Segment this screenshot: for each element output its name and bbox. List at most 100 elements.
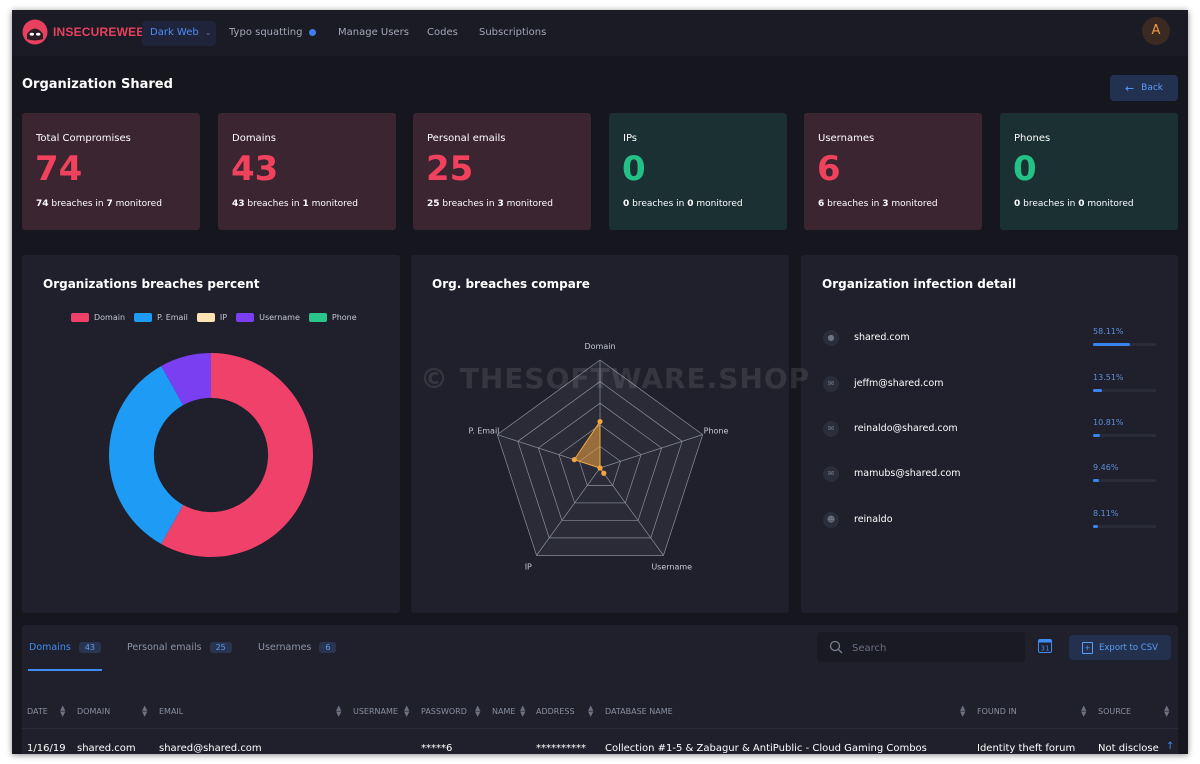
nav-manage-users[interactable]: Manage Users bbox=[338, 27, 409, 38]
back-button[interactable]: ← Back bbox=[1110, 75, 1178, 101]
stat-card-usernames[interactable]: Usernames 6 6 breaches in 3 monitored bbox=[804, 113, 982, 230]
sort-icon[interactable]: ▲ ▼ bbox=[404, 704, 410, 718]
hacker-logo-icon bbox=[22, 19, 48, 45]
infection-percent: 13.51% bbox=[1093, 373, 1124, 382]
radar-axis-label: P. Email bbox=[469, 426, 500, 435]
legend-item-domain[interactable]: Domain bbox=[71, 313, 125, 322]
stat-value: 0 bbox=[622, 149, 646, 189]
nav-codes[interactable]: Codes bbox=[427, 27, 458, 38]
stat-card-ips[interactable]: IPs 0 0 breaches in 0 monitored bbox=[609, 113, 787, 230]
stat-value: 74 bbox=[35, 149, 83, 189]
column-header-domain[interactable]: DOMAIN bbox=[77, 707, 111, 716]
tab-domains[interactable]: Domains 43 bbox=[29, 642, 102, 653]
nav-dark-web[interactable]: Dark Web ⌄ bbox=[150, 27, 212, 38]
export-csv-button[interactable]: + Export to CSV bbox=[1069, 635, 1171, 660]
infection-label: mamubs@shared.com bbox=[854, 468, 961, 479]
legend-item-phone[interactable]: Phone bbox=[308, 313, 357, 322]
stat-breaches-in-text: breaches in bbox=[827, 199, 880, 209]
donut-slice-p-email[interactable] bbox=[109, 365, 184, 545]
sort-icon[interactable]: ▲ ▼ bbox=[960, 704, 966, 718]
email-icon: ✉ bbox=[823, 376, 839, 392]
sort-icon[interactable]: ▲ ▼ bbox=[142, 704, 148, 718]
legend-label: Username bbox=[259, 313, 300, 322]
column-header-email[interactable]: EMAIL bbox=[159, 707, 184, 716]
stat-card-phones[interactable]: Phones 0 0 breaches in 0 monitored bbox=[1000, 113, 1178, 230]
nav-active-highlight bbox=[142, 21, 216, 46]
tab-label: Usernames bbox=[258, 642, 312, 653]
stat-subtext: 0 breaches in 0 monitored bbox=[623, 199, 743, 209]
legend-item-p-email[interactable]: P. Email bbox=[134, 313, 188, 322]
cell-source: Not disclose bbox=[1098, 743, 1159, 754]
stat-card-personal-emails[interactable]: Personal emails 25 25 breaches in 3 moni… bbox=[413, 113, 591, 230]
stat-monitored-text: monitored bbox=[506, 199, 553, 209]
tab-personal-emails[interactable]: Personal emails 25 bbox=[127, 642, 232, 653]
nav-dark-web-label: Dark Web bbox=[150, 27, 199, 38]
stat-breaches-in-text: breaches in bbox=[632, 199, 685, 209]
infection-row[interactable]: ✉ reinaldo@shared.com 10.81% bbox=[801, 418, 1177, 448]
radar-point-username[interactable] bbox=[601, 470, 607, 476]
infection-bar-track bbox=[1093, 434, 1156, 437]
sort-icon[interactable]: ▲ ▼ bbox=[475, 704, 481, 718]
radar-axis-line bbox=[599, 467, 664, 556]
tab-usernames[interactable]: Usernames 6 bbox=[258, 642, 337, 653]
infection-row[interactable]: ✉ jeffm@shared.com 13.51% bbox=[801, 373, 1177, 403]
nav-typo-squatting[interactable]: Typo squatting bbox=[229, 27, 316, 38]
stat-card-domains[interactable]: Domains 43 43 breaches in 1 monitored bbox=[218, 113, 396, 230]
search-box[interactable] bbox=[817, 632, 1025, 662]
nav-subscriptions[interactable]: Subscriptions bbox=[479, 27, 547, 38]
search-input[interactable] bbox=[850, 637, 1014, 659]
stat-breaches-in-text: breaches in bbox=[1023, 199, 1076, 209]
top-nav: INSECUREWEB Dark Web ⌄ Typo squatting Ma… bbox=[12, 10, 1188, 56]
infection-row[interactable]: ☻ reinaldo 8.11% bbox=[801, 509, 1177, 539]
stat-monitored: 1 bbox=[302, 199, 309, 209]
radar-point-domain[interactable] bbox=[597, 418, 603, 425]
stat-label: Phones bbox=[1014, 133, 1051, 144]
radar-point-p-email[interactable] bbox=[571, 457, 577, 463]
infection-bar-track bbox=[1093, 389, 1156, 392]
stat-breaches-in-text: breaches in bbox=[51, 199, 104, 209]
cell-email: shared@shared.com bbox=[159, 743, 262, 754]
radar-point-ip[interactable] bbox=[597, 465, 603, 471]
stat-breaches-in-text: breaches in bbox=[442, 199, 495, 209]
stat-monitored: 7 bbox=[106, 199, 113, 209]
sort-icon[interactable]: ▲ ▼ bbox=[60, 704, 66, 718]
stat-card-total-compromises[interactable]: Total Compromises 74 74 breaches in 7 mo… bbox=[22, 113, 200, 230]
sort-icon[interactable]: ▲ ▼ bbox=[1164, 704, 1170, 718]
watermark: © THESOFTWARE.SHOP bbox=[420, 362, 811, 395]
donut-slice-domain[interactable] bbox=[161, 353, 314, 557]
column-header-found-in[interactable]: FOUND IN bbox=[977, 707, 1017, 716]
radar-grid-ring bbox=[517, 381, 683, 539]
cell-found-in: Identity theft forum bbox=[977, 743, 1076, 754]
column-header-username[interactable]: USERNAME bbox=[353, 707, 398, 716]
legend-label: P. Email bbox=[157, 313, 188, 322]
radar-axis-label: Domain bbox=[584, 342, 615, 351]
sort-icon[interactable]: ▲ ▼ bbox=[336, 704, 342, 718]
sort-icon[interactable]: ▲ ▼ bbox=[520, 704, 526, 718]
stat-subtext: 25 breaches in 3 monitored bbox=[427, 199, 553, 209]
legend-item-ip[interactable]: IP bbox=[196, 313, 227, 322]
column-header-name[interactable]: NAME bbox=[492, 707, 516, 716]
sort-icon[interactable]: ▲ ▼ bbox=[1081, 704, 1087, 718]
column-header-database-name[interactable]: DATABASE NAME bbox=[605, 707, 673, 716]
stat-label: Personal emails bbox=[427, 133, 506, 144]
scroll-up-icon[interactable]: ↑ bbox=[1166, 741, 1175, 752]
email-icon: ✉ bbox=[823, 421, 839, 437]
infection-row[interactable]: ✉ mamubs@shared.com 9.46% bbox=[801, 463, 1177, 493]
sort-icon[interactable]: ▲ ▼ bbox=[588, 704, 594, 718]
column-header-source[interactable]: SOURCE bbox=[1098, 707, 1132, 716]
stat-subtext: 0 breaches in 0 monitored bbox=[1014, 199, 1134, 209]
avatar[interactable]: A bbox=[1142, 17, 1170, 45]
column-header-password[interactable]: PASSWORD bbox=[421, 707, 467, 716]
tab-count: 25 bbox=[209, 642, 232, 653]
infection-percent: 9.46% bbox=[1093, 463, 1119, 472]
calendar-icon[interactable]: 31 bbox=[1038, 638, 1052, 653]
column-header-date[interactable]: DATE bbox=[27, 707, 48, 716]
infection-row[interactable]: ● shared.com 58.11% bbox=[801, 327, 1177, 357]
column-header-address[interactable]: ADDRESS bbox=[536, 707, 575, 716]
legend-item-username[interactable]: Username bbox=[236, 313, 300, 322]
radar-grid-ring bbox=[537, 402, 663, 521]
stat-value: 0 bbox=[1013, 149, 1037, 189]
stat-monitored-text: monitored bbox=[1087, 199, 1134, 209]
donut-slice-username[interactable] bbox=[161, 353, 211, 406]
logo[interactable]: INSECUREWEB bbox=[22, 19, 145, 45]
